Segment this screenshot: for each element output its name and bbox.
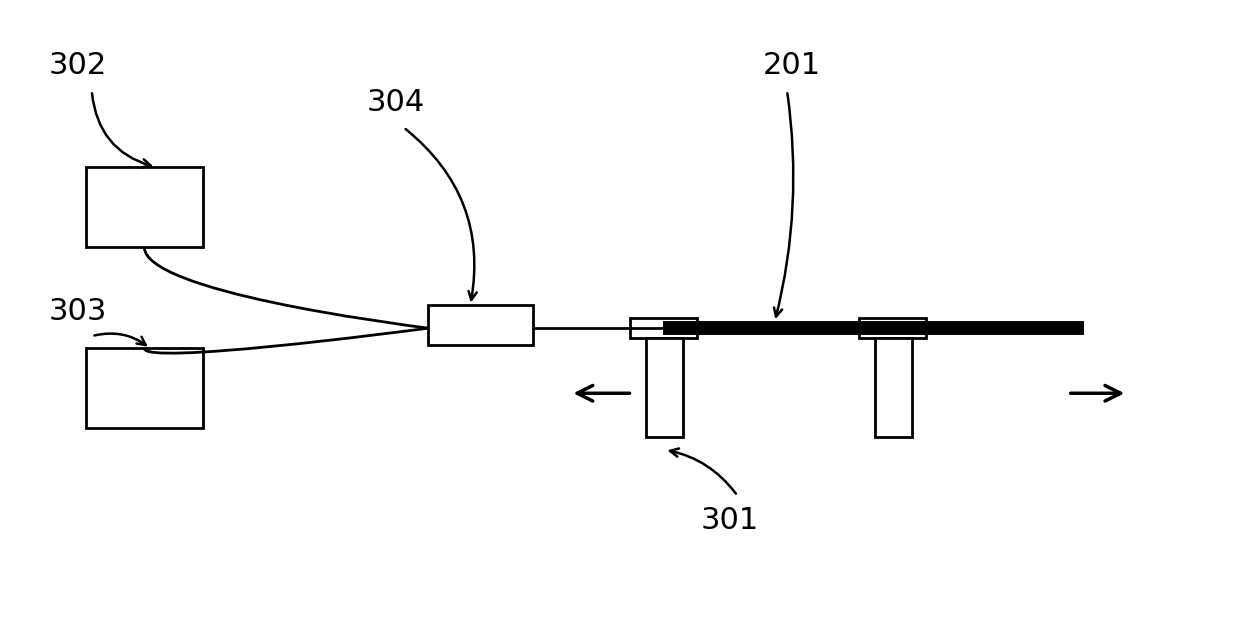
Bar — [86, 349, 203, 428]
Text: 303: 303 — [48, 297, 107, 326]
Text: 301: 301 — [701, 506, 759, 535]
Text: 201: 201 — [763, 51, 821, 80]
Bar — [646, 338, 683, 437]
Text: 304: 304 — [366, 88, 424, 117]
Bar — [428, 305, 533, 346]
Bar — [875, 338, 911, 437]
Bar — [86, 167, 203, 247]
Text: 302: 302 — [48, 51, 107, 80]
Bar — [859, 318, 925, 338]
Bar — [630, 318, 697, 338]
